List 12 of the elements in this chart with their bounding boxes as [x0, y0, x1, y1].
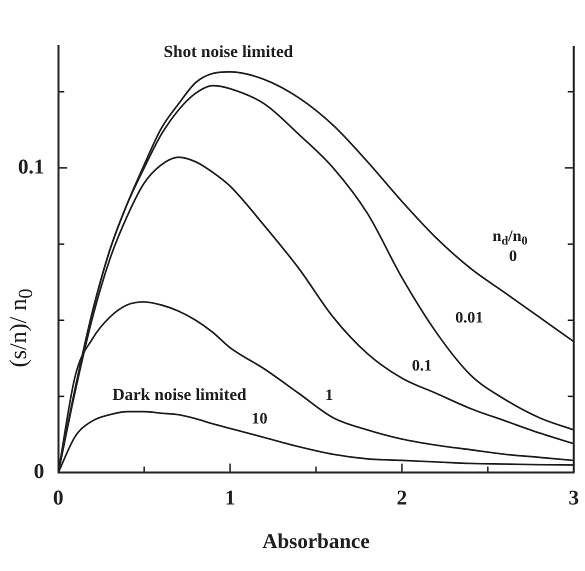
annotation: Shot noise limited — [164, 42, 294, 61]
x-tick-label: 2 — [396, 486, 408, 510]
x-axis-title: Absorbance — [262, 528, 370, 553]
series-label: 0 — [509, 248, 518, 265]
x-tick-label: 3 — [568, 486, 579, 510]
series-label: 0.1 — [412, 357, 432, 374]
x-tick-label: 1 — [224, 486, 236, 510]
series-label: 1 — [325, 386, 334, 404]
annotation: Dark noise limited — [112, 385, 247, 404]
series-label: 0.01 — [455, 310, 484, 327]
series-label: 10 — [251, 410, 268, 428]
x-tick-label: 0 — [53, 486, 64, 510]
